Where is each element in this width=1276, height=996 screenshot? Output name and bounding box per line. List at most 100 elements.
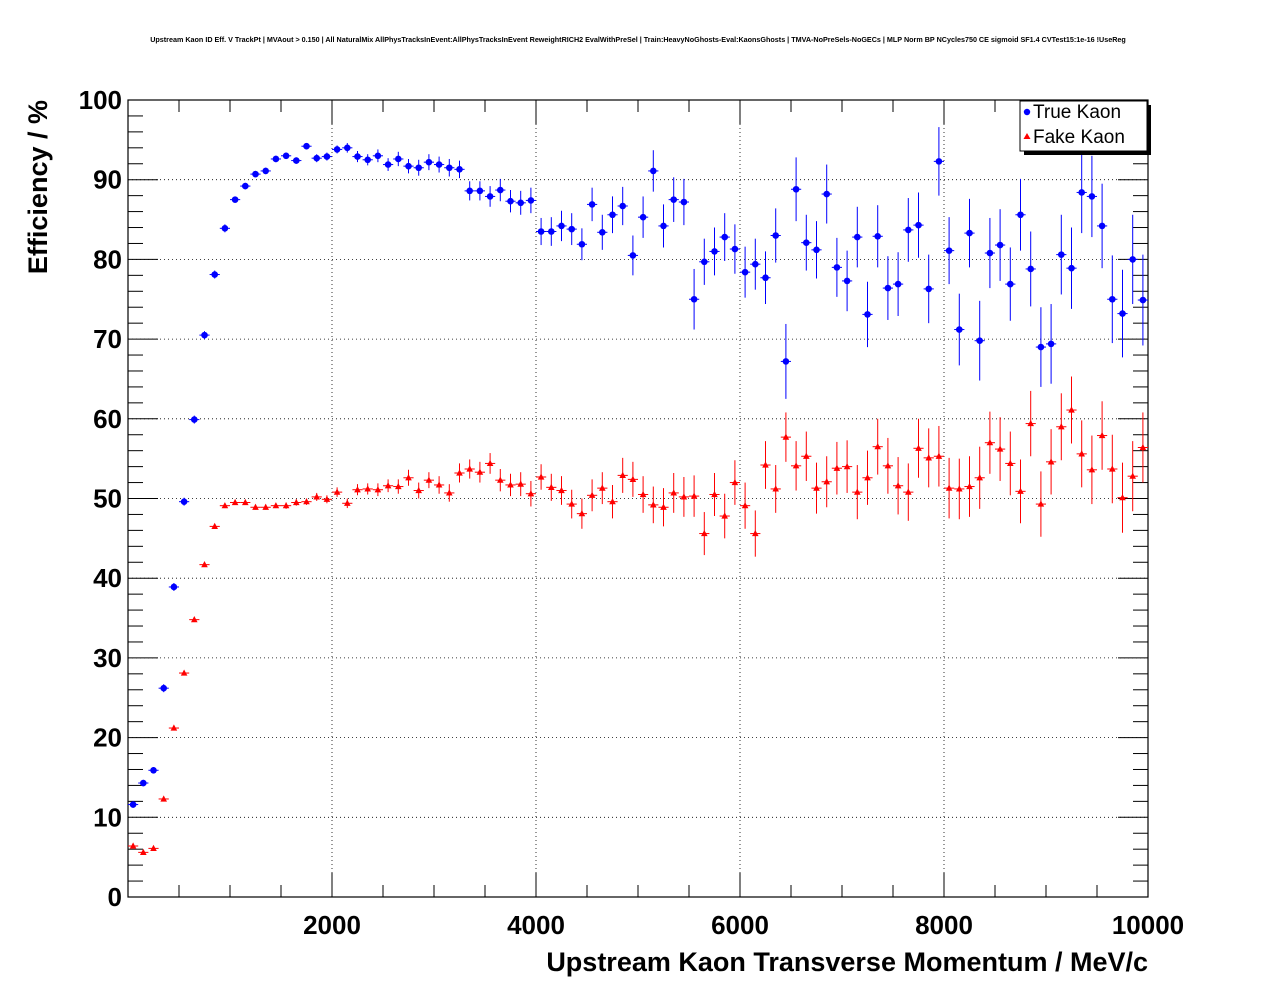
x-tick-label: 4000 (507, 910, 565, 940)
fake-kaon-point (160, 795, 167, 802)
fake-kaon-point (945, 484, 953, 491)
fake-kaon-point (354, 486, 361, 493)
fake-kaon-point (456, 469, 463, 476)
true-kaon-point (344, 144, 351, 152)
x-tick-label: 10000 (1112, 910, 1184, 940)
fake-kaon-point (548, 483, 555, 490)
fake-kaon-point (252, 503, 259, 510)
fake-kaon-point (272, 502, 280, 509)
fake-kaon-point (323, 495, 331, 502)
true-kaon-point (425, 158, 433, 166)
fake-kaon-point (680, 493, 688, 500)
x-tick-label: 6000 (711, 910, 769, 940)
true-kaon-point (568, 225, 575, 233)
fake-kaon-point (639, 490, 647, 498)
fake-kaon-point (446, 489, 453, 496)
series-true-kaon (128, 127, 1148, 808)
fake-kaon-point (792, 462, 800, 469)
true-kaon-point (721, 233, 728, 241)
fake-kaon-point (1047, 458, 1055, 465)
fake-kaon-point (476, 468, 484, 475)
true-kaon-point (242, 182, 249, 190)
fake-kaon-point (150, 844, 157, 851)
true-kaon-point (711, 248, 718, 255)
fake-kaon-point (1088, 466, 1096, 473)
fake-kaon-point (1017, 487, 1024, 494)
true-kaon-point (395, 155, 402, 163)
x-tick-label: 2000 (303, 910, 361, 940)
fake-kaon-point (1139, 443, 1147, 451)
fake-kaon-point (1078, 450, 1085, 457)
true-kaon-point (558, 222, 565, 230)
fake-kaon-point (1129, 472, 1136, 479)
fake-kaon-point (588, 491, 596, 498)
fake-kaon-point (762, 461, 769, 468)
fake-kaon-point (364, 485, 371, 492)
fake-kaon-point (1007, 459, 1014, 467)
true-kaon-point (976, 337, 983, 344)
true-kaon-point (384, 161, 392, 168)
true-kaon-point (507, 197, 514, 205)
true-kaon-point (527, 197, 535, 204)
fake-kaon-point (619, 471, 626, 478)
true-kaon-point (405, 162, 412, 170)
fake-kaon-point (843, 463, 851, 470)
fake-kaon-point (344, 499, 351, 506)
true-kaon-point (701, 258, 708, 266)
fake-kaon-point (517, 480, 524, 487)
true-kaon-point (731, 245, 739, 253)
fake-kaon-point (996, 445, 1004, 452)
true-kaon-point (1139, 296, 1147, 304)
fake-kaon-point (660, 503, 667, 510)
true-kaon-point (650, 167, 657, 175)
fake-kaon-point (211, 522, 218, 529)
true-kaon-point (140, 779, 147, 787)
x-tick-label: 8000 (915, 910, 973, 940)
legend-marker-fake-kaon (1023, 133, 1031, 139)
fake-kaon-point (435, 481, 443, 488)
fake-kaon-point (1098, 431, 1106, 439)
true-kaon-point (1068, 264, 1075, 272)
y-tick-label: 0 (108, 882, 122, 912)
true-kaon-point (221, 225, 229, 232)
true-kaon-point (599, 229, 606, 236)
legend-label-true-kaon: True Kaon (1033, 102, 1121, 123)
fake-kaon-point (405, 474, 412, 481)
true-kaon-point (1098, 222, 1106, 230)
true-kaon-point (690, 295, 698, 303)
fake-kaon-point (976, 474, 983, 481)
y-tick-label: 60 (93, 404, 122, 434)
true-kaon-point (313, 154, 321, 162)
true-kaon-point (864, 311, 871, 318)
true-kaon-point (231, 196, 239, 203)
true-kaon-point (191, 416, 198, 423)
fake-kaon-point (242, 498, 249, 506)
true-kaon-point (884, 284, 892, 292)
true-kaon-point (333, 146, 341, 153)
true-kaon-point (894, 280, 902, 288)
fake-kaon-point (180, 669, 188, 676)
true-kaon-point (986, 249, 994, 257)
true-kaon-point (1078, 189, 1085, 196)
true-kaon-point (1088, 193, 1096, 200)
true-kaon-point (262, 167, 270, 175)
true-kaon-point (996, 241, 1004, 249)
y-tick-label: 30 (93, 643, 122, 673)
true-kaon-point (150, 766, 157, 774)
true-kaon-point (456, 166, 463, 173)
x-tick-labels: 2000 4000 6000 8000 10000 (303, 910, 1184, 940)
y-tick-label: 100 (79, 85, 122, 115)
true-kaon-point (782, 358, 790, 365)
y-tick-labels: 0 10 20 30 40 50 60 70 80 90 100 (79, 85, 122, 912)
fake-kaon-point (1058, 423, 1065, 430)
fake-kaon-point (701, 529, 708, 537)
true-kaon-point (833, 264, 841, 271)
chart-title: Upstream Kaon ID Eff. V TrackPt | MVAout… (150, 35, 1126, 44)
fake-kaon-point (966, 482, 973, 490)
true-kaon-point (619, 202, 626, 210)
legend-box (1019, 100, 1148, 152)
x-axis-title: Upstream Kaon Transverse Momentum / MeV/… (546, 947, 1148, 977)
true-kaon-point (537, 228, 545, 235)
fake-kaon-point (711, 490, 718, 498)
